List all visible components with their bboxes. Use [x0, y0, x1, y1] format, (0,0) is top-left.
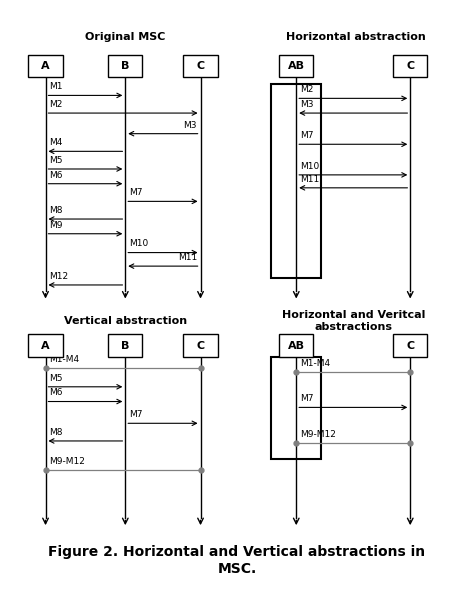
Bar — [279, 334, 313, 357]
Bar — [279, 55, 313, 77]
Text: M4: M4 — [49, 139, 63, 147]
Bar — [393, 55, 428, 77]
Bar — [393, 334, 428, 357]
Text: M2: M2 — [300, 85, 313, 94]
Bar — [183, 55, 218, 77]
Bar — [108, 55, 142, 77]
Text: M11: M11 — [178, 253, 197, 262]
Text: M8: M8 — [49, 428, 63, 437]
Text: Horizontal and Veritcal
abstractions: Horizontal and Veritcal abstractions — [282, 310, 425, 332]
Text: M9: M9 — [49, 221, 63, 230]
Text: AB: AB — [288, 341, 305, 350]
Text: M12: M12 — [49, 272, 68, 281]
Text: A: A — [41, 61, 50, 71]
Text: M5: M5 — [49, 156, 63, 165]
Text: M7: M7 — [300, 131, 313, 140]
Text: M1-M4: M1-M4 — [49, 355, 79, 364]
Text: C: C — [406, 61, 414, 71]
Text: M10: M10 — [300, 162, 319, 171]
Text: M7: M7 — [300, 394, 313, 404]
Text: B: B — [121, 341, 129, 350]
Text: M7: M7 — [129, 410, 143, 419]
Bar — [108, 334, 142, 357]
Text: M9-M12: M9-M12 — [49, 457, 85, 466]
Bar — [28, 334, 63, 357]
Text: M11: M11 — [300, 175, 319, 184]
Text: C: C — [406, 341, 414, 350]
Text: C: C — [196, 61, 205, 71]
Bar — [271, 84, 321, 278]
Bar — [28, 55, 63, 77]
Text: M3: M3 — [183, 121, 197, 130]
Bar — [271, 358, 321, 458]
Text: Vertical abstraction: Vertical abstraction — [64, 316, 187, 326]
Text: M1-M4: M1-M4 — [300, 359, 330, 368]
Text: Original MSC: Original MSC — [85, 32, 165, 42]
Text: M1: M1 — [49, 82, 63, 91]
Text: M8: M8 — [49, 206, 63, 215]
Text: M10: M10 — [129, 239, 148, 248]
Text: M6: M6 — [49, 389, 63, 398]
Bar — [183, 334, 218, 357]
Text: Figure 2. Horizontal and Vertical abstractions in
MSC.: Figure 2. Horizontal and Vertical abstra… — [48, 545, 426, 576]
Text: B: B — [121, 61, 129, 71]
Text: M7: M7 — [129, 188, 143, 197]
Text: M9-M12: M9-M12 — [300, 430, 336, 439]
Text: M6: M6 — [49, 171, 63, 180]
Text: M2: M2 — [49, 100, 63, 109]
Text: Horizontal abstraction: Horizontal abstraction — [286, 32, 425, 42]
Text: AB: AB — [288, 61, 305, 71]
Text: M3: M3 — [300, 100, 313, 109]
Text: C: C — [196, 341, 205, 350]
Text: M5: M5 — [49, 374, 63, 383]
Text: A: A — [41, 341, 50, 350]
